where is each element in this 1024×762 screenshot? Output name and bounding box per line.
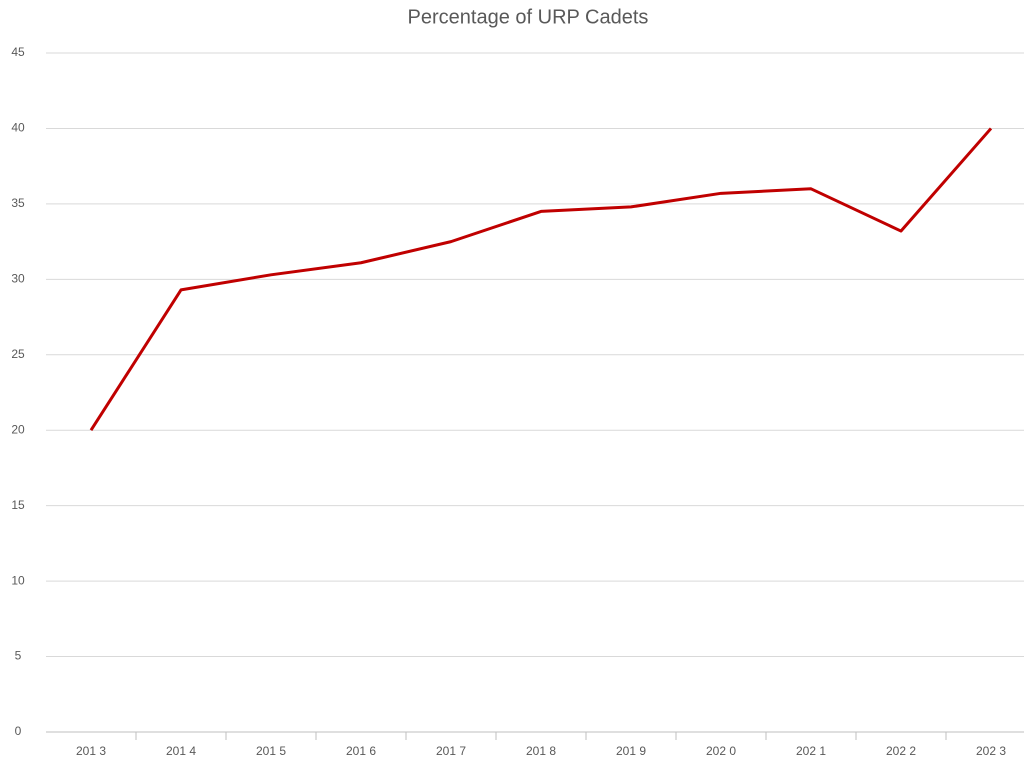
y-tick-label: 20 — [11, 422, 25, 436]
x-tick-label: 202 2 — [886, 744, 916, 758]
x-tick-label: 201 8 — [526, 744, 556, 758]
y-tick-label: 15 — [11, 498, 25, 512]
x-tick-label: 201 6 — [346, 744, 376, 758]
y-tick-label: 25 — [11, 347, 25, 361]
y-tick-label: 45 — [11, 45, 25, 59]
y-tick-label: 10 — [11, 573, 25, 587]
y-tick-label: 0 — [15, 724, 22, 738]
y-tick-label: 35 — [11, 196, 25, 210]
x-tick-label: 201 4 — [166, 744, 196, 758]
x-tick-label: 201 9 — [616, 744, 646, 758]
x-tick-label: 201 7 — [436, 744, 466, 758]
x-tick-label: 202 0 — [706, 744, 736, 758]
x-tick-label: 202 3 — [976, 744, 1006, 758]
y-tick-label: 40 — [11, 121, 25, 135]
x-tick-label: 202 1 — [796, 744, 826, 758]
data-line — [89, 127, 993, 432]
y-tick-label: 5 — [15, 649, 22, 663]
chart-title: Percentage of URP Cadets — [408, 6, 649, 28]
y-tick-label: 30 — [11, 272, 25, 286]
x-tick-label: 201 3 — [76, 744, 106, 758]
x-tick-label: 201 5 — [256, 744, 286, 758]
